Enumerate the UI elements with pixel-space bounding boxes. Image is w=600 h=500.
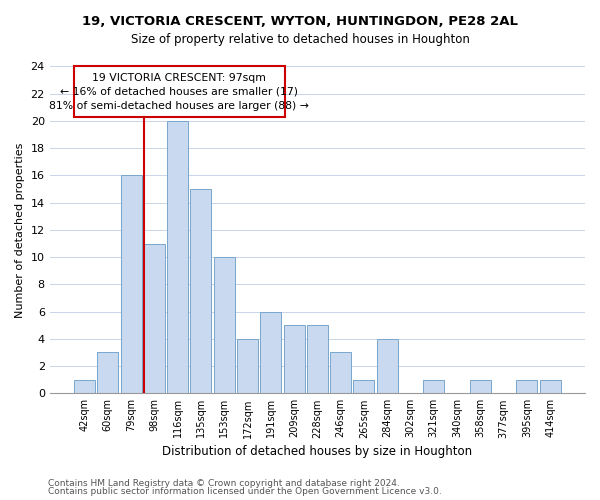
Bar <box>260 312 281 394</box>
Bar <box>97 352 118 394</box>
Bar <box>307 325 328 394</box>
Bar <box>74 380 95 394</box>
Bar <box>353 380 374 394</box>
Bar <box>121 176 142 394</box>
Y-axis label: Number of detached properties: Number of detached properties <box>15 142 25 318</box>
Bar <box>237 339 258 394</box>
Bar <box>540 380 560 394</box>
Bar <box>167 121 188 394</box>
Bar <box>144 244 165 394</box>
Text: Size of property relative to detached houses in Houghton: Size of property relative to detached ho… <box>131 32 469 46</box>
Bar <box>214 257 235 394</box>
Text: Contains HM Land Registry data © Crown copyright and database right 2024.: Contains HM Land Registry data © Crown c… <box>48 478 400 488</box>
Bar <box>470 380 491 394</box>
Text: 19, VICTORIA CRESCENT, WYTON, HUNTINGDON, PE28 2AL: 19, VICTORIA CRESCENT, WYTON, HUNTINGDON… <box>82 15 518 28</box>
Bar <box>190 189 211 394</box>
Bar <box>517 380 538 394</box>
X-axis label: Distribution of detached houses by size in Houghton: Distribution of detached houses by size … <box>162 444 472 458</box>
Text: 19 VICTORIA CRESCENT: 97sqm
← 16% of detached houses are smaller (17)
81% of sem: 19 VICTORIA CRESCENT: 97sqm ← 16% of det… <box>49 72 310 110</box>
Bar <box>284 325 305 394</box>
FancyBboxPatch shape <box>74 66 285 117</box>
Bar <box>330 352 351 394</box>
Bar <box>377 339 398 394</box>
Bar <box>423 380 444 394</box>
Text: Contains public sector information licensed under the Open Government Licence v3: Contains public sector information licen… <box>48 487 442 496</box>
